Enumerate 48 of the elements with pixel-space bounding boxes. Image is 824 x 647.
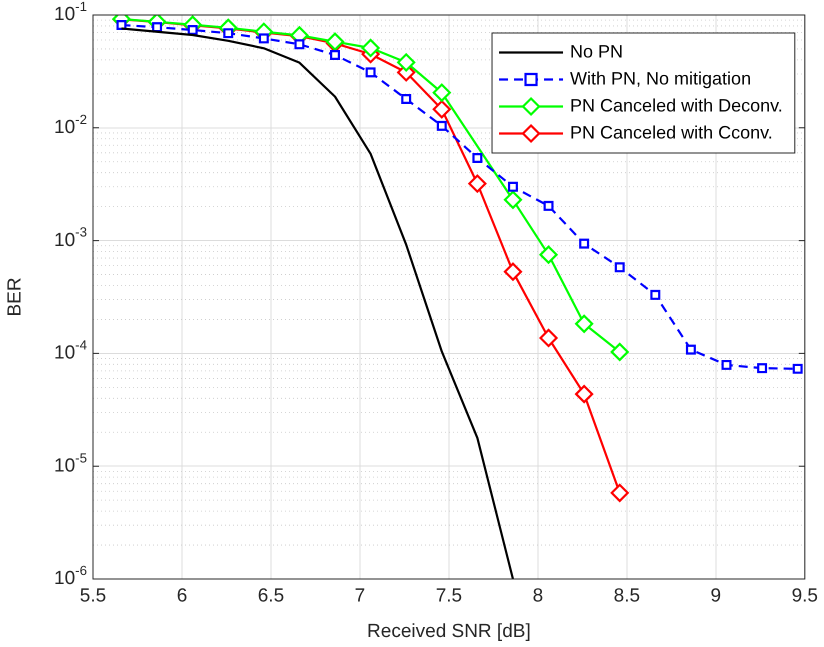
point (468, 174, 486, 193)
point (432, 84, 451, 102)
point (258, 33, 269, 44)
point (575, 314, 594, 333)
legend-label: No PN (570, 41, 624, 62)
point (614, 262, 625, 272)
x-tick-label: 9.5 (792, 586, 818, 607)
point (330, 50, 340, 60)
point (575, 384, 594, 404)
point (610, 342, 629, 362)
point (401, 94, 412, 104)
point (294, 39, 304, 50)
y-axis-title: BER (4, 277, 26, 317)
point (792, 364, 803, 374)
point (366, 67, 376, 78)
point (722, 360, 732, 370)
x-tick-label: 8 (532, 586, 544, 607)
point (757, 363, 768, 374)
legend-label: PN Canceled with Deconv. (570, 95, 783, 116)
point (436, 120, 447, 131)
x-tick-label: 5.5 (80, 586, 106, 607)
x-tick-label: 8.5 (614, 586, 640, 607)
point (362, 38, 380, 58)
legend-label: PN Canceled with Cconv. (570, 122, 773, 142)
point (432, 100, 451, 118)
point (508, 182, 518, 192)
point (116, 20, 126, 30)
x-tick-label: 6 (176, 586, 188, 607)
point (579, 238, 590, 249)
x-tick-label: 7 (354, 586, 366, 607)
point (504, 262, 522, 281)
point (539, 328, 558, 348)
point (544, 200, 554, 211)
x-tick-label: 6.5 (258, 586, 284, 607)
point (610, 484, 629, 502)
point (223, 28, 234, 38)
point (397, 53, 416, 72)
point (152, 22, 162, 32)
point (188, 25, 198, 36)
point (539, 246, 558, 264)
point (650, 290, 660, 300)
legend-label: With PN, No mitigation (570, 68, 752, 88)
x-tick-label: 9 (710, 586, 722, 607)
point (686, 344, 696, 355)
x-axis-title: Received SNR [dB] (367, 620, 531, 642)
point (504, 190, 522, 209)
x-tick-label: 7.5 (436, 586, 462, 607)
point (472, 152, 482, 163)
